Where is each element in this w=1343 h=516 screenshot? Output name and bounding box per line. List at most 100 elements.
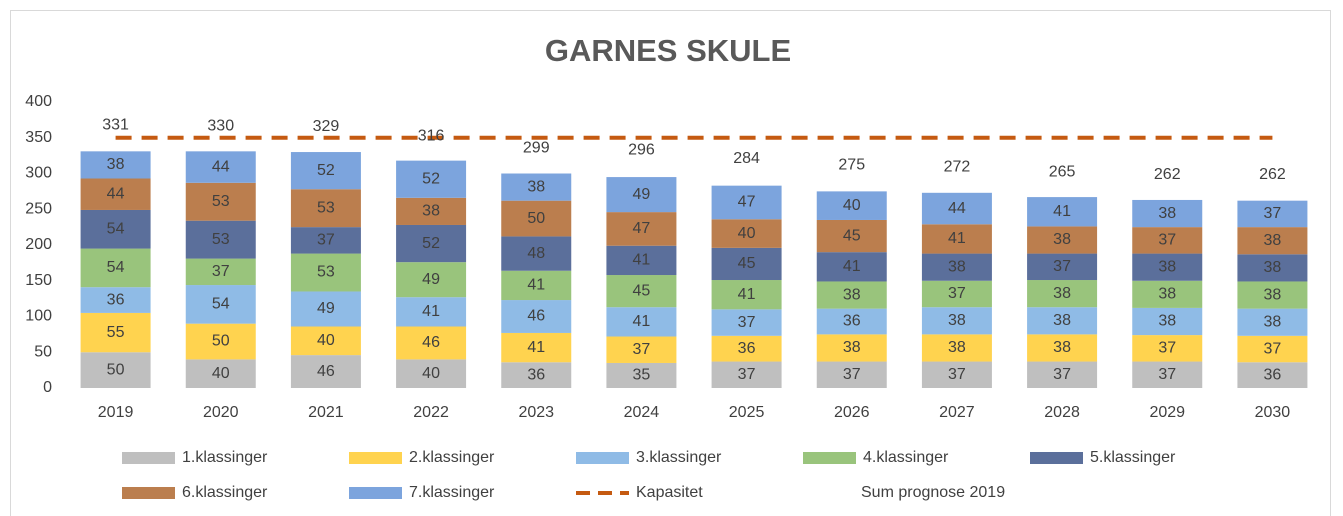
- bar-segment: [501, 236, 572, 271]
- data-label: 41: [1053, 203, 1071, 220]
- bar-segment: [816, 361, 887, 388]
- bar-segment: [290, 253, 361, 292]
- bar-segment: [1132, 280, 1203, 308]
- legend-label: 2.klassinger: [409, 449, 495, 466]
- data-label: 49: [317, 300, 335, 317]
- bar-segment: [1027, 197, 1098, 227]
- x-tick-label: 2020: [203, 404, 239, 421]
- bar-segment: [1132, 227, 1203, 254]
- bar-segment: [1027, 334, 1098, 362]
- bar-segment: [290, 326, 361, 356]
- bar-segment: [921, 307, 992, 335]
- y-tick-label: 200: [25, 236, 52, 253]
- bar-segment: [606, 245, 677, 276]
- data-label: 44: [212, 158, 230, 175]
- bar-segment: [711, 361, 782, 388]
- sum-label: 331: [102, 117, 129, 134]
- y-tick-label: 350: [25, 129, 52, 146]
- legend-label: 4.klassinger: [863, 449, 949, 466]
- data-label: 41: [633, 252, 651, 269]
- data-label: 38: [948, 339, 966, 356]
- bar-segment: [80, 151, 151, 179]
- y-tick-label: 150: [25, 272, 52, 289]
- x-tick-label: 2028: [1044, 404, 1080, 421]
- bar-segment: [1027, 253, 1098, 281]
- legend-label: 7.klassinger: [409, 484, 495, 501]
- bar-segment: [921, 253, 992, 281]
- data-label: 36: [107, 291, 125, 308]
- data-label: 37: [1053, 366, 1071, 383]
- sum-label: 262: [1259, 166, 1286, 183]
- data-label: 40: [317, 332, 335, 349]
- data-label: 54: [212, 296, 230, 313]
- bar-segment: [816, 334, 887, 362]
- data-label: 50: [107, 361, 125, 378]
- data-label: 38: [1053, 231, 1071, 248]
- bar-segment: [1027, 361, 1098, 388]
- bar-segment: [501, 332, 572, 363]
- bar-segment: [606, 212, 677, 246]
- data-label: 48: [527, 245, 545, 262]
- data-label: 38: [1053, 312, 1071, 329]
- data-label: 47: [738, 194, 756, 211]
- legend-swatch: [1030, 452, 1083, 464]
- data-label: 37: [212, 263, 230, 280]
- bar-segment: [396, 326, 467, 360]
- legend-swatch: [122, 452, 175, 464]
- data-label: 54: [107, 259, 125, 276]
- data-label: 38: [1158, 286, 1176, 303]
- x-tick-label: 2027: [939, 404, 975, 421]
- bar-segment: [290, 291, 361, 327]
- bar-segment: [606, 307, 677, 337]
- bar-segment: [606, 275, 677, 308]
- sum-label: 296: [628, 142, 655, 159]
- bar-segment: [921, 224, 992, 254]
- bar-segment: [290, 355, 361, 388]
- bar-segment: [80, 287, 151, 313]
- y-tick-label: 300: [25, 165, 52, 182]
- bar-segment: [606, 362, 677, 388]
- data-label: 45: [633, 282, 651, 299]
- data-label: 38: [1053, 285, 1071, 302]
- y-tick-label: 400: [25, 93, 52, 110]
- data-label: 37: [1264, 205, 1282, 222]
- x-tick-label: 2026: [834, 404, 870, 421]
- data-label: 36: [1264, 366, 1282, 383]
- x-tick-label: 2023: [518, 404, 554, 421]
- data-label: 38: [843, 286, 861, 303]
- bar-segment: [606, 336, 677, 363]
- bar-segment: [711, 185, 782, 220]
- data-label: 46: [422, 334, 440, 351]
- data-label: 38: [107, 156, 125, 173]
- legend-swatch: [122, 487, 175, 499]
- bar-segment: [921, 334, 992, 362]
- data-label: 45: [843, 227, 861, 244]
- bar-segment: [396, 160, 467, 198]
- data-label: 50: [527, 210, 545, 227]
- bar-segment: [1237, 335, 1308, 363]
- x-tick-label: 2021: [308, 404, 344, 421]
- legend-label: 6.klassinger: [182, 484, 268, 501]
- data-label: 40: [843, 197, 861, 214]
- bar-segment: [711, 309, 782, 336]
- data-label: 52: [317, 162, 335, 179]
- data-label: 50: [212, 333, 230, 350]
- data-label: 38: [1264, 313, 1282, 330]
- bar-segment: [290, 189, 361, 228]
- legend-swatch: [349, 487, 402, 499]
- y-tick-label: 0: [43, 379, 52, 396]
- legend-label: Kapasitet: [636, 484, 703, 501]
- data-label: 53: [317, 199, 335, 216]
- bar-segment: [185, 323, 256, 360]
- legend-label: 5.klassinger: [1090, 449, 1176, 466]
- data-label: 40: [738, 225, 756, 242]
- data-label: 54: [107, 220, 125, 237]
- bar-segment: [921, 361, 992, 388]
- data-label: 41: [527, 277, 545, 294]
- y-tick-label: 50: [34, 343, 52, 360]
- bar-segment: [1132, 361, 1203, 388]
- bar-segment: [1027, 280, 1098, 308]
- sum-label: 265: [1049, 164, 1076, 181]
- bar-segment: [1132, 199, 1203, 228]
- data-label: 37: [843, 366, 861, 383]
